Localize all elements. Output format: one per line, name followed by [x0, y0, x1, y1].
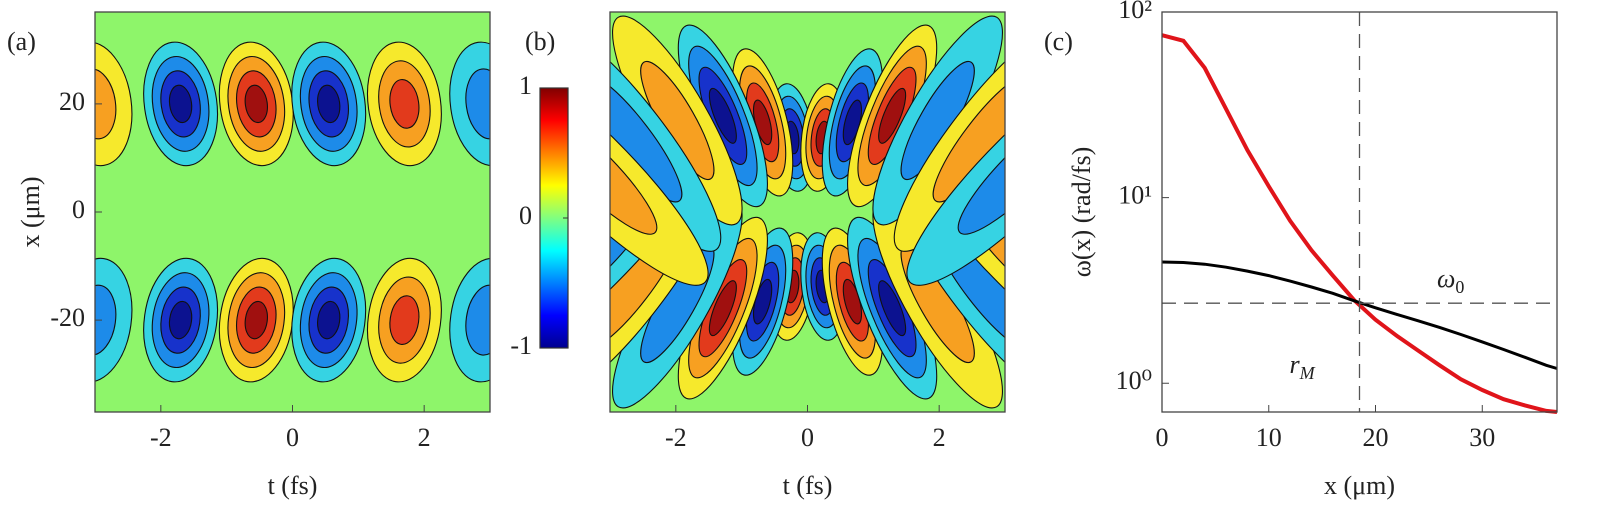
- contour-level: [708, 280, 737, 337]
- contour-level: [957, 100, 1005, 235]
- annotation-sub: M: [1299, 363, 1316, 383]
- contour-level: [95, 41, 133, 167]
- panel-label: (a): [7, 27, 36, 56]
- y-tick-label: 20: [59, 87, 85, 116]
- x-tick-label: 0: [286, 423, 299, 452]
- line: [1161, 260, 1558, 370]
- contour-level: [168, 300, 193, 340]
- contour-level: [878, 280, 907, 337]
- field: [95, 41, 490, 383]
- x-tick-label: 2: [418, 423, 431, 452]
- x-tick-label: -2: [665, 423, 687, 452]
- annotation: ω0: [1437, 264, 1464, 297]
- panel-label: (b): [525, 27, 555, 56]
- field: [610, 15, 1005, 409]
- annotation: rM: [1290, 350, 1316, 383]
- axes-frame: [1161, 11, 1558, 413]
- y-tick-label: 10⁰: [1116, 366, 1152, 395]
- x-axis-label: x (μm): [1324, 471, 1395, 500]
- x-axis-label: t (fs): [783, 471, 833, 500]
- panel: -2 0 2 t (fs) (b): [525, 11, 1006, 500]
- y-tick-label: 0: [72, 195, 85, 224]
- annotation-sub: 0: [1455, 277, 1464, 297]
- contour-level: [465, 284, 490, 356]
- colorbar-tick-label: -1: [510, 331, 532, 360]
- contour-level: [610, 100, 658, 235]
- contour-level: [244, 300, 268, 340]
- y-tick-label: 10²: [1118, 0, 1152, 24]
- x-tick-label: 0: [1156, 423, 1169, 452]
- y-tick-label: -20: [50, 303, 85, 332]
- contour-level: [168, 84, 193, 124]
- x-axis-label: t (fs): [268, 471, 318, 500]
- x-tick-label: 0: [801, 423, 814, 452]
- annotation-main: r: [1290, 350, 1301, 379]
- contour-level: [317, 84, 341, 124]
- x-tick-label: 10: [1256, 423, 1282, 452]
- x-tick-label: 20: [1363, 423, 1389, 452]
- panel-label: (c): [1044, 27, 1073, 56]
- contour-level: [244, 84, 268, 124]
- contour-level: [465, 68, 490, 140]
- annotation-main: ω: [1437, 264, 1455, 293]
- x-tick-label: 30: [1469, 423, 1495, 452]
- y-axis-label: x (μm): [16, 177, 45, 248]
- line: [1161, 33, 1558, 414]
- y-axis-label: ω(x) (rad/fs): [1067, 147, 1096, 277]
- contour-level: [389, 295, 420, 345]
- contour-level: [708, 87, 737, 144]
- colorbar-tick-label: 1: [519, 71, 532, 100]
- colorbar-tick-label: 0: [519, 201, 532, 230]
- x-tick-label: 2: [933, 423, 946, 452]
- y-tick-label: 10¹: [1118, 181, 1152, 210]
- contour-level: [389, 79, 420, 129]
- contour-level: [878, 87, 907, 144]
- contour-level: [317, 300, 341, 340]
- x-tick-label: -2: [150, 423, 172, 452]
